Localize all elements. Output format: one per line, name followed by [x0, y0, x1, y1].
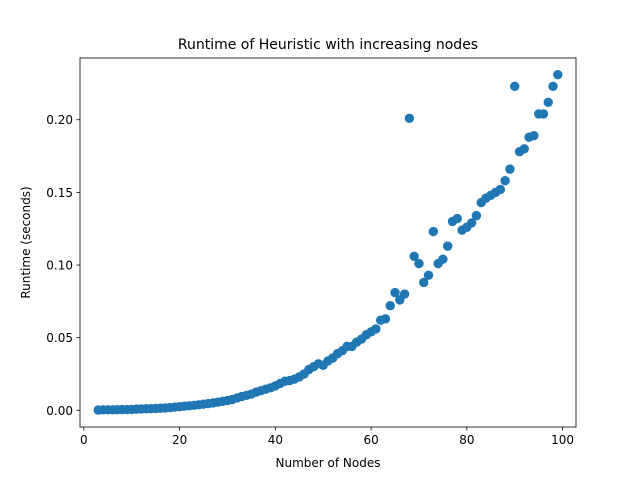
y-tick-label: 0.00 [46, 404, 73, 418]
data-point [548, 81, 558, 92]
data-point [438, 254, 448, 264]
data-point [442, 241, 453, 251]
data-point [404, 113, 415, 123]
data-point [538, 109, 549, 119]
data-point [399, 289, 410, 299]
data-point [428, 226, 439, 237]
x-axis-label: Number of Nodes [276, 456, 381, 470]
data-point [505, 164, 515, 174]
chart-title: Runtime of Heuristic with increasing nod… [178, 37, 478, 53]
data-point [409, 251, 419, 262]
y-tick-label: 0.05 [46, 331, 73, 345]
x-tick-label: 40 [268, 433, 283, 447]
data-point [423, 270, 434, 280]
y-axis-label: Runtime (seconds) [19, 186, 33, 298]
data-point [500, 176, 510, 186]
x-tick-label: 100 [551, 433, 574, 447]
data-point [419, 277, 429, 288]
data-point [385, 300, 395, 311]
x-tick-label: 20 [172, 433, 187, 447]
data-point [390, 287, 400, 298]
data-point [495, 184, 506, 195]
y-tick-label: 0.15 [46, 186, 73, 200]
data-point [371, 324, 381, 334]
data-point [553, 70, 563, 80]
x-tick-label: 0 [80, 433, 88, 447]
data-point [414, 258, 424, 269]
data-point [471, 210, 482, 221]
axes-frame [79, 57, 577, 428]
data-point [380, 314, 391, 324]
y-tick-label: 0.20 [46, 113, 73, 127]
data-point [452, 213, 462, 224]
y-tick-label: 0.10 [46, 259, 73, 273]
data-point [519, 144, 529, 154]
x-tick-label: 60 [363, 433, 378, 447]
plot-area: 0 20 40 60 80 100 0.00 0.05 0.10 0.15 0.20 [46, 57, 577, 447]
data-point [543, 97, 553, 108]
data-point [510, 81, 520, 92]
data-point [529, 131, 539, 141]
x-tick-label: 80 [459, 433, 474, 447]
data-point [466, 218, 477, 228]
